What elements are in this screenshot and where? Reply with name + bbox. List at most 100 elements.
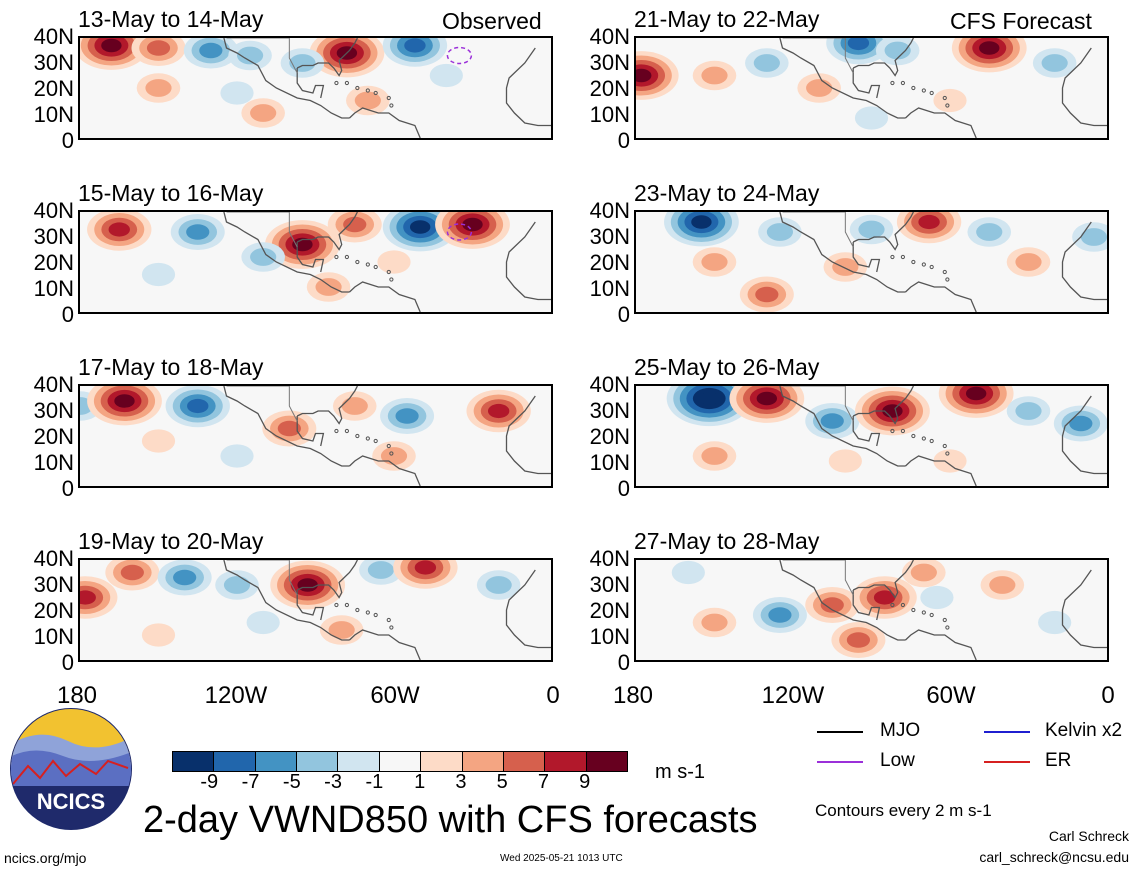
colorbar-tick-3: 3 (455, 771, 467, 793)
anomaly-negative-4 (228, 40, 272, 71)
anomaly-contour (315, 278, 342, 296)
anomaly-negative-6 (875, 38, 920, 66)
island-5 (373, 612, 378, 618)
island-4 (921, 88, 926, 93)
anomaly-positive-4 (327, 212, 382, 243)
island-5 (373, 264, 378, 270)
anomaly-negative-3 (183, 38, 238, 69)
coastline-mexico-gulf (296, 416, 325, 447)
panel-5-y-tick-40n: 40N (33, 372, 74, 397)
panel-5-y-tick-10n: 10N (33, 450, 74, 475)
panel-7-y-tick-30n: 30N (33, 572, 74, 597)
panel-3-y-tick-40n: 40N (33, 198, 74, 223)
legend-mjo-line (817, 731, 863, 733)
low-contour-1 (446, 46, 473, 65)
panel-title-6: 25-May to 26-May (634, 354, 820, 380)
anomaly-contour (250, 248, 277, 266)
coastline-mexico-gulf (852, 68, 881, 99)
colorbar-swatch-11 (586, 752, 627, 771)
colorbar-swatch-3 (255, 752, 298, 771)
anomaly-contour (832, 258, 859, 276)
x-tick-right-120w: 120W (761, 682, 825, 709)
x-tick-left-120w: 120W (204, 682, 268, 709)
colorbar-swatch-2 (214, 752, 256, 771)
island-2 (900, 428, 905, 434)
anomaly-positive-2 (131, 38, 186, 66)
legend-er-label: ER (1045, 750, 1072, 771)
anomaly-contour (250, 104, 277, 122)
map-svg-1 (80, 38, 551, 138)
coastline-gulf-east-coast (296, 212, 358, 251)
anomaly-contour (297, 578, 318, 592)
anomaly-contour (989, 576, 1016, 594)
cfs-forecast-label: CFS Forecast (950, 8, 1092, 34)
map-panel-6 (634, 384, 1109, 488)
panel-5-y-tick-30n: 30N (33, 398, 74, 423)
panel-1-y-tick-10n: 10N (33, 102, 74, 127)
anomaly-positive-6 (739, 276, 794, 312)
island-7 (389, 625, 394, 630)
x-tick-left-180: 180 (56, 682, 98, 709)
anomaly-positive-7 (831, 622, 886, 658)
anomaly-contour (636, 68, 652, 83)
anomaly-positive-9 (141, 429, 176, 453)
island-2 (900, 602, 905, 608)
anomaly-negative-10 (1072, 222, 1107, 252)
anomaly-negative-4 (215, 570, 259, 600)
anomaly-contour (429, 63, 463, 88)
anomaly-contour (910, 563, 937, 582)
anomaly-negative-8 (220, 444, 254, 468)
panel-8-y-tick-0: 0 (617, 650, 630, 675)
anomaly-contour (1015, 402, 1042, 420)
anomaly-contour (101, 38, 122, 53)
panel-5-y-tick-20n: 20N (33, 424, 74, 449)
anomaly-contour (289, 54, 316, 72)
anomaly-contour (847, 38, 870, 51)
anomaly-contour (236, 46, 264, 65)
footer-url: ncics.org/mjo (4, 850, 87, 866)
anomaly-contour (404, 38, 426, 53)
island-7 (945, 277, 950, 282)
anomaly-negative-6 (380, 398, 435, 434)
coastline-gulf-east-coast (852, 212, 914, 251)
anomaly-positive-6 (692, 607, 737, 638)
panel-6-y-tick-20n: 20N (589, 424, 630, 449)
anomaly-negative-7 (1053, 405, 1107, 442)
map-panel-3 (78, 210, 553, 314)
island-3 (355, 85, 360, 91)
coastline-gulf-east-coast (852, 560, 914, 599)
anomaly-negative-9 (246, 610, 280, 635)
panel-4-y-tick-10n: 10N (589, 276, 630, 301)
anomaly-contour (1069, 415, 1093, 432)
panel-1-y-tick-0: 0 (61, 128, 74, 153)
anomaly-contour (343, 216, 367, 233)
x-tick-right-60w: 60W (926, 682, 976, 709)
panel-3-y-tick-30n: 30N (33, 224, 74, 249)
anomaly-contour (141, 429, 176, 453)
anomaly-positive-10 (372, 441, 416, 471)
colorbar-swatch-6 (379, 752, 422, 771)
coastline-south-america (905, 629, 977, 660)
anomaly-contour (933, 449, 967, 473)
anomaly-contour (114, 394, 135, 408)
island-7 (945, 103, 950, 108)
island-1 (890, 254, 895, 260)
colorbar-tick--9: -9 (200, 771, 219, 793)
island-7 (389, 277, 394, 282)
anomaly-contour (485, 576, 512, 594)
island-6 (386, 443, 391, 449)
map-panel-5 (78, 384, 553, 488)
colorbar-swatch-5 (338, 752, 380, 771)
island-4 (921, 610, 926, 615)
island-3 (355, 259, 360, 265)
coastline-south-america (349, 629, 421, 660)
anomaly-positive-9 (933, 88, 967, 113)
anomaly-negative-3 (165, 386, 230, 428)
panel-2-y-tick-20n: 20N (589, 76, 630, 101)
coastline-gulf-east-coast (852, 38, 914, 77)
map-panel-1 (78, 36, 553, 140)
island-6 (942, 95, 947, 101)
coastline-south-america (349, 455, 421, 486)
coastline-mexico-gulf (296, 68, 325, 99)
